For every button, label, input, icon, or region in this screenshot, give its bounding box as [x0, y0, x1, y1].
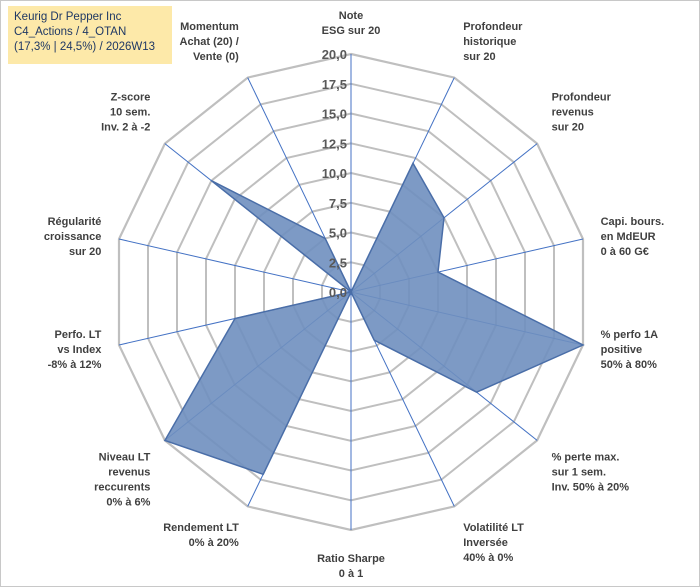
- axis-label-line: ESG sur 20: [322, 25, 381, 37]
- tick-label-5: 12,5: [322, 136, 347, 151]
- axis-label-line: croissance: [44, 231, 101, 243]
- axis-label-line: Inv. 2 à -2: [101, 122, 150, 134]
- axis-label-line: -8% à 12%: [48, 359, 102, 371]
- axis-label-line: Niveau LT: [99, 451, 151, 463]
- axis-label-line: 50% à 80%: [601, 359, 657, 371]
- radial-tick-labels: 0,0 2,5 5,0 7,5 10,0 12,5 15,0 17,5 20,0: [322, 47, 347, 300]
- axis-label-line: Régularité: [48, 216, 102, 228]
- axis-label-line: % perte max.: [552, 451, 620, 463]
- axis-label-11: Régularité croissance sur 20: [44, 216, 101, 258]
- tick-label-1: 2,5: [329, 255, 347, 270]
- performance-stats: (17,3% | 24,5%) / 2026W13: [14, 41, 156, 53]
- axis-label-line: sur 20: [69, 246, 101, 258]
- axis-label-line: Z-score: [111, 92, 151, 104]
- axis-label-line: revenus: [552, 107, 594, 119]
- axis-label-9: Niveau LT revenus reccurents 0% à 6%: [94, 451, 151, 508]
- axis-label-line: historique: [463, 36, 516, 48]
- axis-label-line: vs Index: [57, 344, 102, 356]
- axis-label-8: Rendement LT 0% à 20%: [163, 522, 239, 549]
- axis-label-line: positive: [601, 344, 643, 356]
- axis-label-4: % perfo 1A positive 50% à 80%: [601, 329, 659, 371]
- axis-label-line: Ratio Sharpe: [317, 553, 385, 565]
- tick-label-6: 15,0: [322, 107, 347, 122]
- axis-label-line: revenus: [108, 466, 150, 478]
- axis-labels: Note ESG sur 20 Profondeur historique sur 20…: [44, 10, 664, 580]
- axis-label-line: Rendement LT: [163, 522, 239, 534]
- axis-label-1: Profondeur historique sur 20: [463, 21, 523, 63]
- axis-label-line: 0 à 1: [339, 568, 363, 580]
- portfolio-label: C4_Actions / 4_OTAN: [14, 26, 127, 38]
- company-name: Keurig Dr Pepper Inc: [14, 11, 122, 23]
- axis-label-line: reccurents: [94, 481, 150, 493]
- axis-label-line: Perfo. LT: [55, 329, 102, 341]
- axis-label-line: Note: [339, 10, 363, 22]
- axis-label-line: 0% à 20%: [189, 537, 239, 549]
- axis-label-line: sur 20: [552, 122, 584, 134]
- axis-label-line: sur 1 sem.: [552, 466, 606, 478]
- axis-label-line: Capi. bours.: [601, 216, 665, 228]
- axis-label-0: Note ESG sur 20: [322, 10, 381, 37]
- spoke-11: [118, 238, 352, 293]
- axis-label-line: 0 à 60 G€: [601, 246, 649, 258]
- radar-series: [163, 161, 585, 476]
- tick-label-0: 0,0: [329, 285, 347, 300]
- axis-label-line: en MdEUR: [601, 231, 656, 243]
- axis-label-10: Perfo. LT vs Index -8% à 12%: [48, 329, 103, 371]
- axis-label-line: Profondeur: [552, 92, 612, 104]
- axis-label-5: % perte max. sur 1 sem. Inv. 50% à 20%: [552, 451, 630, 493]
- axis-label-line: Achat (20) /: [180, 36, 239, 48]
- axis-label-line: 0% à 6%: [106, 496, 150, 508]
- axis-label-13: Momentum Achat (20) / Vente (0): [180, 21, 240, 63]
- axis-label-line: Momentum: [180, 21, 239, 33]
- axis-label-line: Inv. 50% à 20%: [552, 481, 630, 493]
- series-area: [163, 161, 585, 476]
- axis-label-12: Z-score 10 sem. Inv. 2 à -2: [101, 92, 150, 134]
- title-box: Keurig Dr Pepper Inc C4_Actions / 4_OTAN…: [8, 6, 172, 64]
- tick-label-2: 5,0: [329, 226, 347, 241]
- axis-label-7: Ratio Sharpe 0 à 1: [317, 553, 385, 580]
- axis-label-line: Volatilité LT: [463, 522, 524, 534]
- axis-label-line: % perfo 1A: [601, 329, 659, 341]
- axis-label-2: Profondeur revenus sur 20: [552, 92, 612, 134]
- tick-label-4: 10,0: [322, 166, 347, 181]
- tick-label-8: 20,0: [322, 47, 347, 62]
- axis-label-line: Inversée: [463, 537, 508, 549]
- axis-label-line: sur 20: [463, 51, 495, 63]
- axis-label-line: Vente (0): [193, 51, 239, 63]
- axis-label-3: Capi. bours. en MdEUR 0 à 60 G€: [601, 216, 665, 258]
- tick-label-7: 17,5: [322, 77, 347, 92]
- tick-label-3: 7,5: [329, 196, 347, 211]
- axis-label-6: Volatilité LT Inversée 40% à 0%: [463, 522, 524, 564]
- axis-label-line: 40% à 0%: [463, 552, 513, 564]
- axis-label-line: 10 sem.: [110, 107, 150, 119]
- axis-label-line: Profondeur: [463, 21, 523, 33]
